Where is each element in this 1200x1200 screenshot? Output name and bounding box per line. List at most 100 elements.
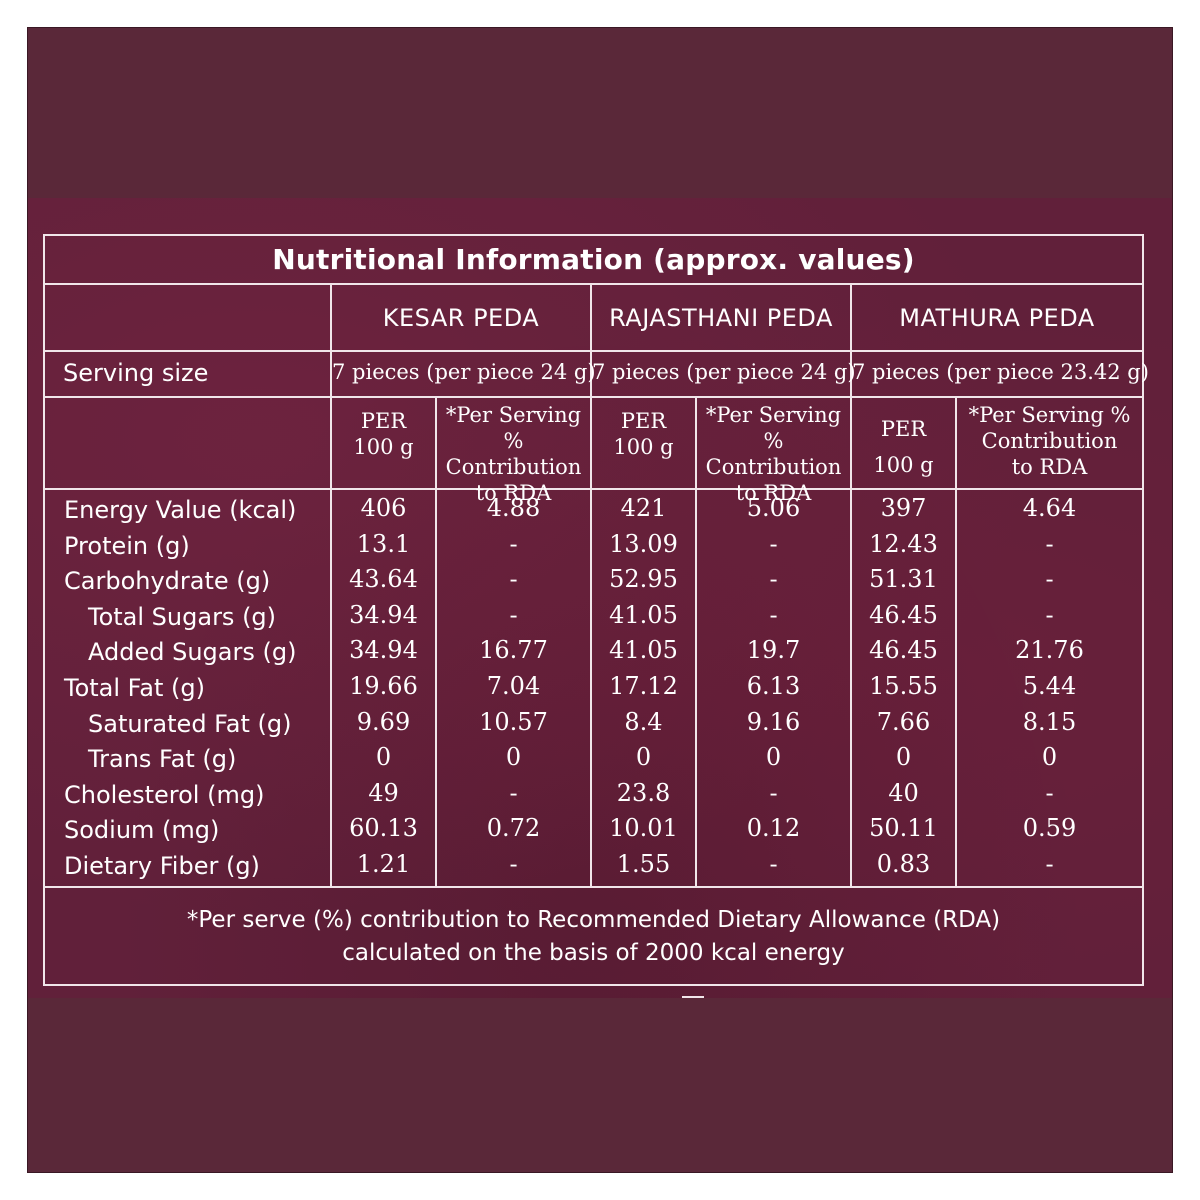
cell-dietary-fiber-mathura-per100: 0.83 [876, 850, 931, 878]
row-label-sodium: Sodium (mg) [64, 816, 220, 845]
per100-header-rajasthani: PER 100 g [592, 408, 695, 460]
cell-trans-fat-rajasthani-per100: 0 [635, 743, 652, 772]
cell-trans-fat-mathura-rda: 0 [1041, 743, 1058, 772]
cell-total-sugars-kesar-rda: - [509, 600, 518, 629]
label-panel: Nutritional Information (approx. values)… [27, 27, 1173, 1173]
cell-total-sugars-rajasthani-rda: - [769, 600, 778, 629]
row-label-trans-fat: Trans Fat (g) [88, 745, 237, 774]
cell-energy-rajasthani-rda: 5.06 [746, 494, 801, 522]
row-label-protein: Protein (g) [64, 531, 190, 560]
cell-added-sugars-kesar-rda: 16.77 [479, 636, 548, 665]
row-label-carbohydrate: Carbohydrate (g) [64, 567, 271, 596]
nutrition-table: Nutritional Information (approx. values)… [43, 234, 1149, 986]
cell-cholesterol-rajasthani-rda: - [769, 778, 778, 807]
serving-size-mathura: 7 pieces (per piece 23.42 g) [852, 360, 1149, 384]
rda-line-2: Contribution [981, 429, 1118, 453]
cell-saturated-fat-mathura-rda: 8.15 [1022, 707, 1077, 736]
row-label-cholesterol: Cholesterol (mg) [64, 780, 265, 809]
per100-line-1: PER [360, 409, 407, 433]
cell-energy-mathura-rda: 4.64 [1022, 494, 1077, 522]
cell-carbohydrate-kesar-per100: 43.64 [349, 565, 418, 594]
cell-saturated-fat-kesar-per100: 9.69 [356, 707, 411, 736]
cell-dietary-fiber-kesar-per100: 1.21 [356, 850, 411, 878]
cell-protein-rajasthani-rda: - [769, 529, 778, 558]
per100-line-2: 100 g [613, 435, 674, 459]
cell-trans-fat-rajasthani-rda: 0 [765, 743, 782, 772]
rda-header-rajasthani: *Per Serving % Contribution to RDA [697, 402, 850, 506]
rda-line-2: Contribution [445, 455, 582, 479]
cell-carbohydrate-rajasthani-per100: 52.95 [609, 565, 678, 594]
cell-energy-kesar-rda: 4.88 [486, 494, 541, 522]
row-label-energy: Energy Value (kcal) [64, 496, 297, 524]
cell-dietary-fiber-kesar-rda: - [509, 850, 518, 878]
footnote-line-1: *Per serve (%) contribution to Recommend… [186, 907, 1001, 933]
cell-trans-fat-kesar-per100: 0 [375, 743, 392, 772]
cell-total-fat-rajasthani-per100: 17.12 [609, 672, 678, 700]
row-label-total-sugars: Total Sugars (g) [88, 602, 277, 631]
cell-carbohydrate-mathura-rda: - [1045, 565, 1054, 594]
cell-total-sugars-mathura-rda: - [1045, 600, 1054, 629]
cell-added-sugars-rajasthani-per100: 41.05 [609, 636, 678, 665]
cell-cholesterol-rajasthani-per100: 23.8 [616, 778, 671, 807]
cell-total-sugars-mathura-per100: 46.45 [869, 600, 938, 629]
cell-sodium-rajasthani-per100: 10.01 [609, 814, 678, 843]
table-title: Nutritional Information (approx. values) [272, 243, 915, 276]
cell-cholesterol-kesar-rda: - [509, 778, 518, 807]
cell-added-sugars-kesar-per100: 34.94 [349, 636, 418, 665]
cell-total-fat-mathura-rda: 5.44 [1022, 672, 1077, 700]
serving-size-label: Serving size [63, 359, 209, 387]
row-label-added-sugars: Added Sugars (g) [88, 638, 297, 667]
cell-added-sugars-rajasthani-rda: 19.7 [746, 636, 801, 665]
cell-sodium-kesar-per100: 60.13 [349, 814, 418, 843]
rda-line-1: *Per Serving % [445, 403, 582, 453]
cell-dietary-fiber-rajasthani-per100: 1.55 [616, 850, 671, 878]
per100-line-2: 100 g [873, 453, 934, 477]
cell-protein-mathura-rda: - [1045, 529, 1054, 558]
cell-saturated-fat-rajasthani-rda: 9.16 [746, 707, 801, 736]
rda-header-mathura: *Per Serving % Contribution to RDA [957, 402, 1142, 480]
rda-line-1: *Per Serving % [968, 403, 1131, 427]
per100-line-2: 100 g [353, 435, 414, 459]
rda-line-3: to RDA [475, 481, 552, 505]
decorative-dash [682, 996, 704, 998]
cell-sodium-mathura-per100: 50.11 [869, 814, 938, 843]
cell-total-fat-kesar-per100: 19.66 [349, 672, 418, 700]
rda-line-3: to RDA [735, 481, 812, 505]
row-label-dietary-fiber: Dietary Fiber (g) [64, 852, 260, 880]
serving-size-rajasthani: 7 pieces (per piece 24 g) [592, 360, 856, 384]
cell-total-sugars-kesar-per100: 34.94 [349, 600, 418, 629]
row-label-total-fat: Total Fat (g) [64, 674, 205, 702]
cell-energy-mathura-per100: 397 [880, 494, 927, 522]
cell-sodium-mathura-rda: 0.59 [1022, 814, 1077, 843]
cell-trans-fat-kesar-rda: 0 [505, 743, 522, 772]
cell-energy-rajasthani-per100: 421 [620, 494, 667, 522]
textured-background [28, 198, 1172, 998]
cell-dietary-fiber-mathura-rda: - [1045, 850, 1054, 878]
rda-line-3: to RDA [1011, 455, 1088, 479]
cell-added-sugars-mathura-rda: 21.76 [1015, 636, 1084, 665]
rda-header-kesar: *Per Serving % Contribution to RDA [437, 402, 590, 506]
cell-protein-rajasthani-per100: 13.09 [609, 529, 678, 558]
per100-line-1: PER [620, 409, 667, 433]
per100-header-mathura: PER 100 g [852, 416, 955, 478]
cell-cholesterol-kesar-per100: 49 [368, 778, 399, 807]
cell-sodium-rajasthani-rda: 0.12 [746, 814, 801, 843]
cell-protein-mathura-per100: 12.43 [869, 529, 938, 558]
product-header-mathura: MATHURA PEDA [899, 304, 1095, 332]
per100-header-kesar: PER 100 g [332, 408, 435, 460]
cell-protein-kesar-rda: - [509, 529, 518, 558]
serving-size-kesar: 7 pieces (per piece 24 g) [332, 360, 596, 384]
cell-carbohydrate-mathura-per100: 51.31 [869, 565, 938, 594]
cell-cholesterol-mathura-rda: - [1045, 778, 1054, 807]
per100-line-1: PER [880, 417, 927, 441]
cell-added-sugars-mathura-per100: 46.45 [869, 636, 938, 665]
product-header-kesar: KESAR PEDA [382, 304, 540, 332]
rda-line-2: Contribution [705, 455, 842, 479]
cell-saturated-fat-mathura-per100: 7.66 [876, 707, 931, 736]
product-header-rajasthani: RAJASTHANI PEDA [609, 304, 833, 332]
cell-cholesterol-mathura-per100: 40 [888, 778, 919, 807]
cell-trans-fat-mathura-per100: 0 [895, 743, 912, 772]
cell-total-fat-rajasthani-rda: 6.13 [746, 672, 801, 700]
cell-total-fat-kesar-rda: 7.04 [486, 672, 541, 700]
cell-protein-kesar-per100: 13.1 [356, 529, 411, 558]
